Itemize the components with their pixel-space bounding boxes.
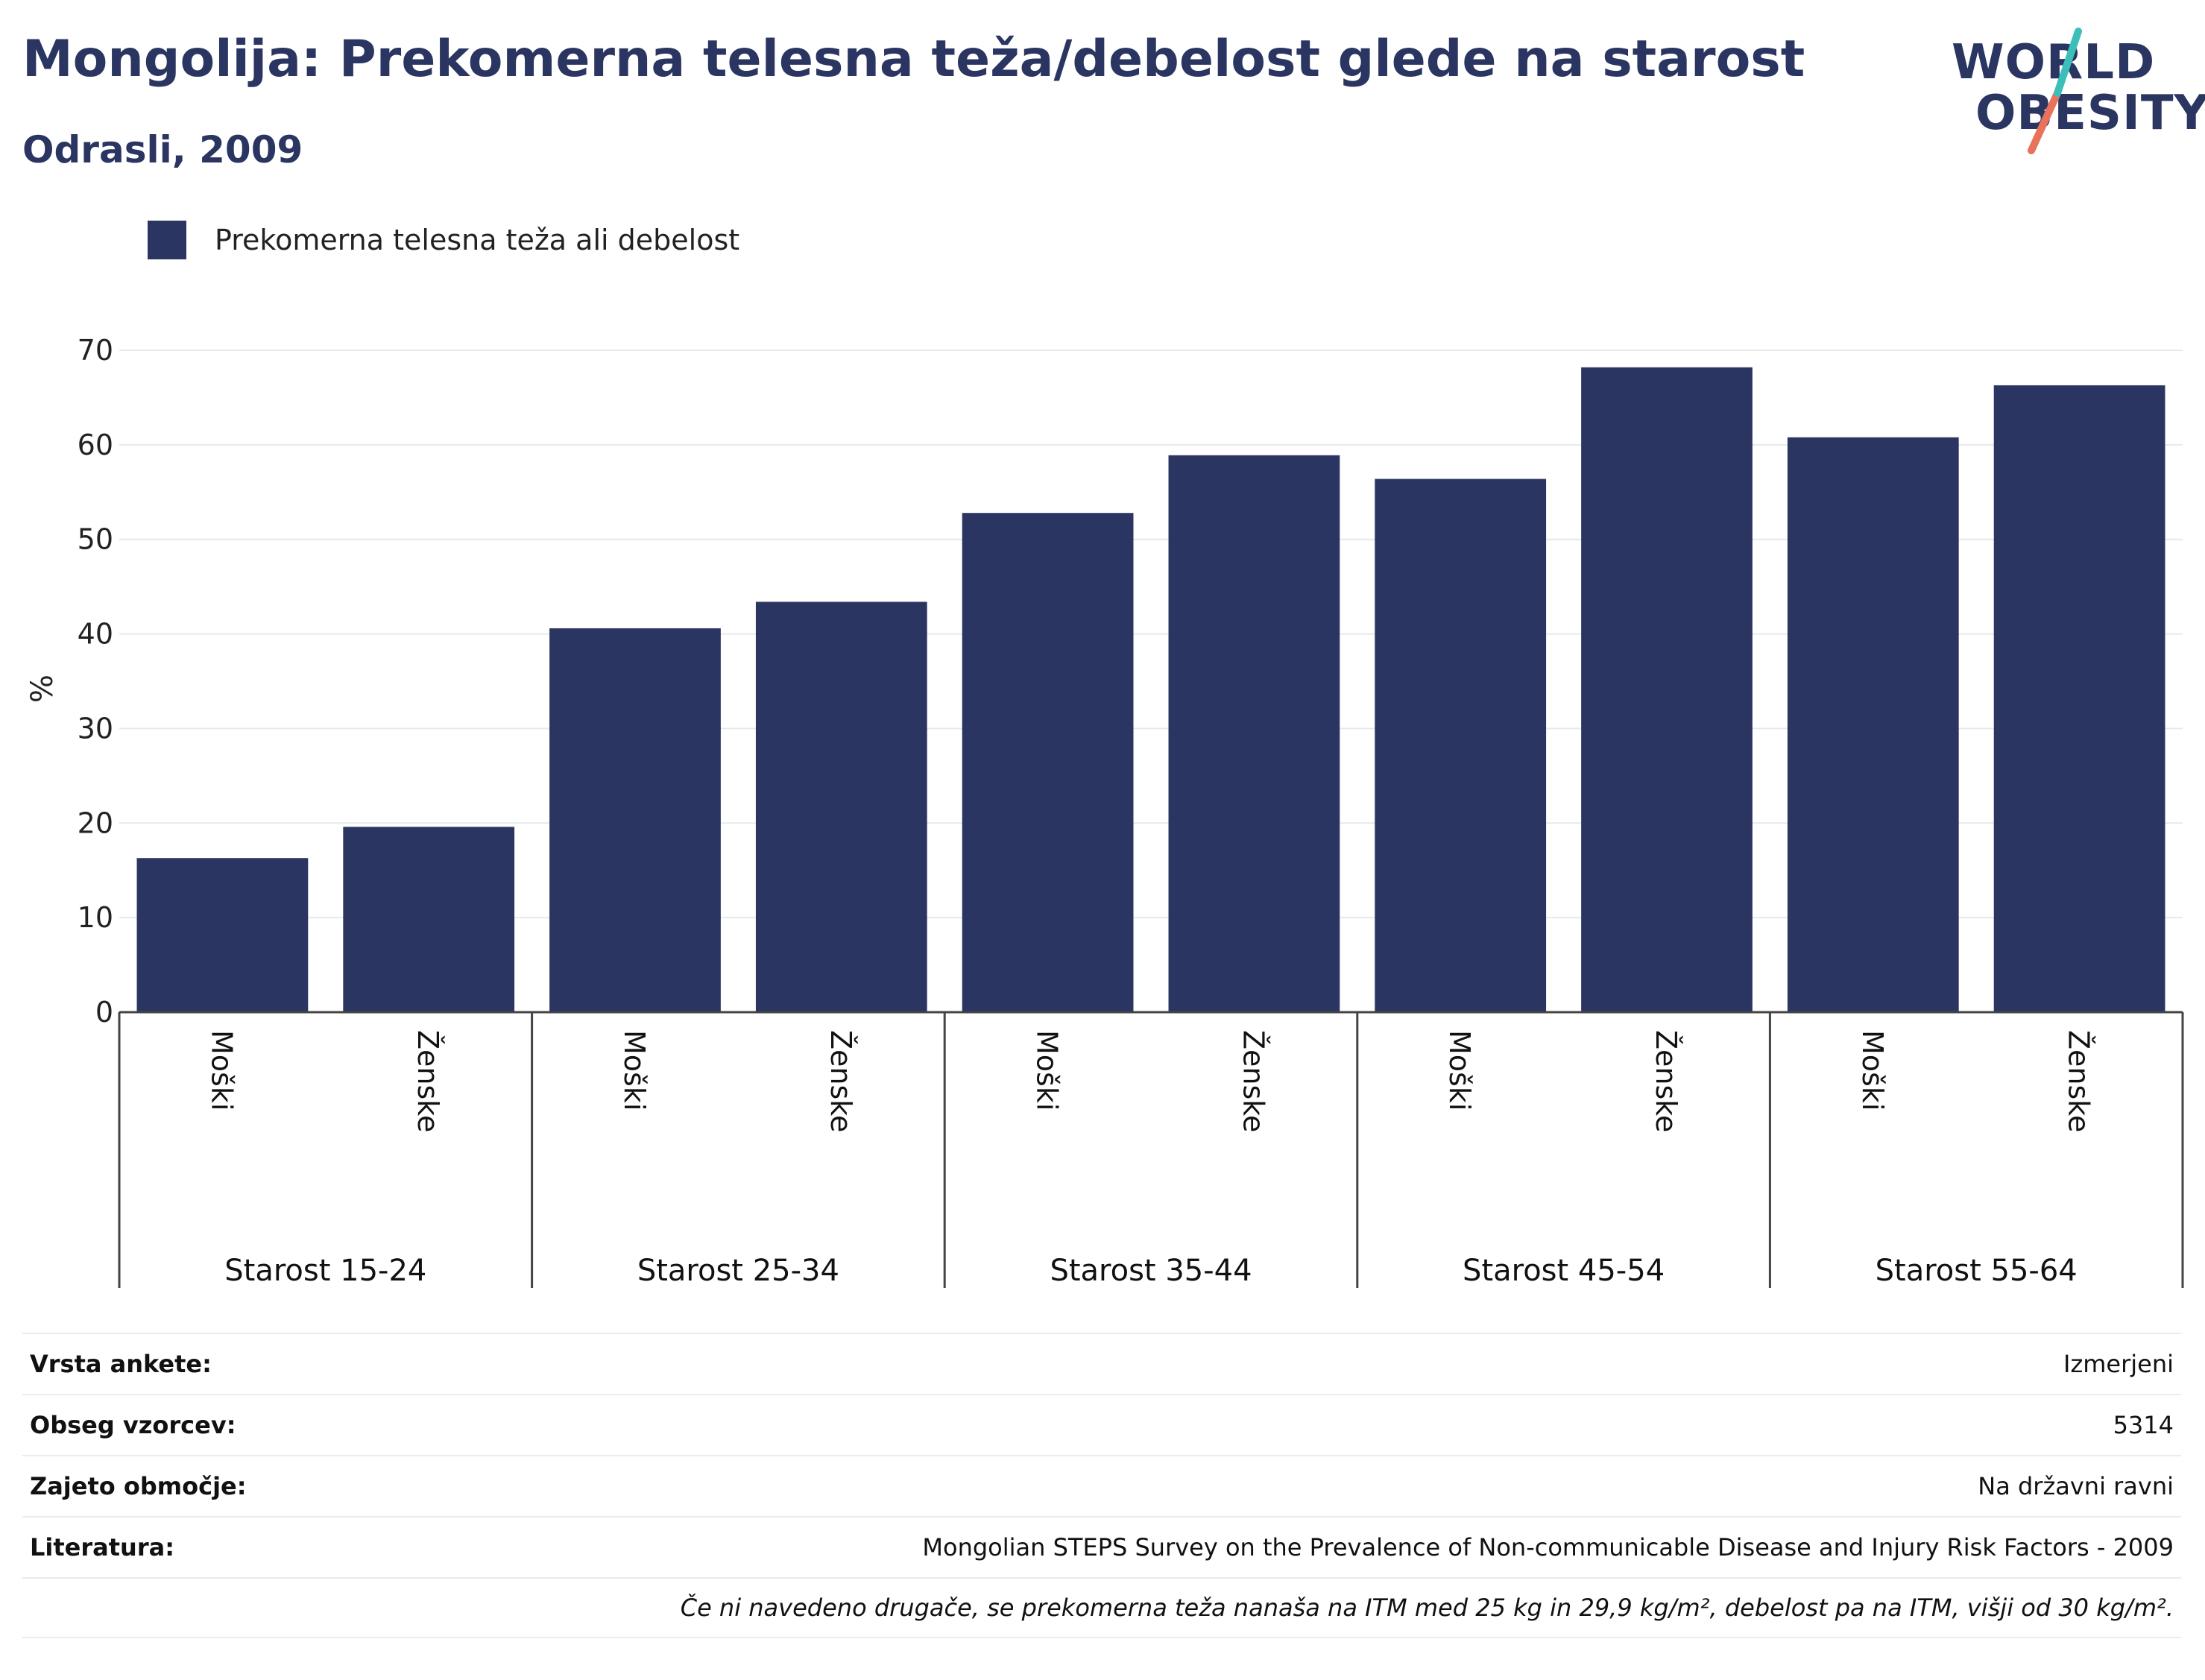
x-sub-label: Moški	[1443, 1030, 1476, 1111]
logo-line-2: OBESITY	[1975, 86, 2205, 141]
logo-line-1: WORLD	[1952, 35, 2156, 90]
x-sub-label: Ženske	[1237, 1030, 1269, 1132]
bar	[962, 513, 1134, 1012]
meta-key: Literatura:	[30, 1533, 174, 1561]
y-tick-label: 0	[95, 996, 113, 1029]
x-sub-label: Moški	[618, 1030, 651, 1111]
y-tick-label: 70	[78, 334, 113, 367]
meta-row-survey-type: Vrsta ankete: Izmerjeni	[22, 1333, 2181, 1394]
chart-subtitle: Odrasli, 2009	[22, 128, 303, 171]
y-tick-label: 20	[78, 806, 113, 839]
meta-value: 5314	[2113, 1411, 2174, 1439]
x-group-label: Starost 15-24	[224, 1254, 426, 1288]
world-obesity-logo: WORLD OBESITY	[1946, 22, 2205, 157]
bar	[755, 601, 927, 1012]
meta-key: Obseg vzorcev:	[30, 1411, 236, 1439]
meta-row-note: Če ni navedeno drugače, se prekomerna te…	[22, 1577, 2181, 1638]
meta-row-area: Zajeto območje: Na državni ravni	[22, 1455, 2181, 1516]
meta-value: Mongolian STEPS Survey on the Prevalence…	[922, 1533, 2174, 1561]
x-sub-label: Ženske	[2063, 1030, 2095, 1132]
y-tick-label: 10	[78, 901, 113, 934]
bar-chart: 0 10 20 30 40 50 60 70% Moški Ženske Moški Ženske Mo…	[25, 334, 2184, 1288]
meta-row-sample-size: Obseg vzorcev: 5314	[22, 1394, 2181, 1455]
survey-info-table: Vrsta ankete: Izmerjeni Obseg vzorcev: 5…	[22, 1333, 2181, 1638]
y-tick-label: 30	[78, 712, 113, 745]
x-group-label: Starost 35-44	[1050, 1254, 1252, 1288]
x-group-label: Starost 25-34	[637, 1254, 839, 1288]
bar	[343, 827, 515, 1012]
x-sub-label: Ženske	[411, 1030, 444, 1132]
logo-slash-icon	[2028, 28, 2082, 154]
y-tick-label: 40	[78, 618, 113, 651]
bar	[549, 628, 721, 1012]
x-sub-label: Ženske	[1650, 1030, 1682, 1132]
bar	[1375, 479, 1547, 1012]
x-sub-label: Moški	[205, 1030, 238, 1111]
x-sub-label: Moški	[1031, 1030, 1064, 1111]
y-tick-label: 60	[78, 429, 113, 461]
meta-note: Če ni navedeno drugače, se prekomerna te…	[680, 1594, 2174, 1622]
meta-value: Na državni ravni	[1978, 1472, 2174, 1500]
x-group-label: Starost 45-54	[1463, 1254, 1665, 1288]
chart-title: Mongolija: Prekomerna telesna teža/debel…	[22, 30, 1805, 89]
x-group-label: Starost 55-64	[1876, 1254, 2078, 1288]
y-axis-label: %	[25, 675, 60, 703]
bar	[1787, 437, 1959, 1012]
meta-row-reference: Literatura: Mongolian STEPS Survey on th…	[22, 1516, 2181, 1577]
bar	[1993, 385, 2165, 1012]
meta-key: Zajeto območje:	[30, 1472, 247, 1500]
x-sub-label: Ženske	[824, 1030, 857, 1132]
meta-value: Izmerjeni	[2063, 1350, 2174, 1378]
legend-swatch	[148, 221, 186, 259]
chart-legend: Prekomerna telesna teža ali debelost	[148, 221, 739, 259]
bar	[1581, 367, 1753, 1012]
x-sub-label: Moški	[1856, 1030, 1889, 1111]
bar	[1168, 455, 1340, 1012]
bar	[136, 858, 309, 1012]
legend-label: Prekomerna telesna teža ali debelost	[215, 224, 740, 256]
y-tick-label: 50	[78, 523, 113, 556]
meta-key: Vrsta ankete:	[30, 1350, 212, 1378]
